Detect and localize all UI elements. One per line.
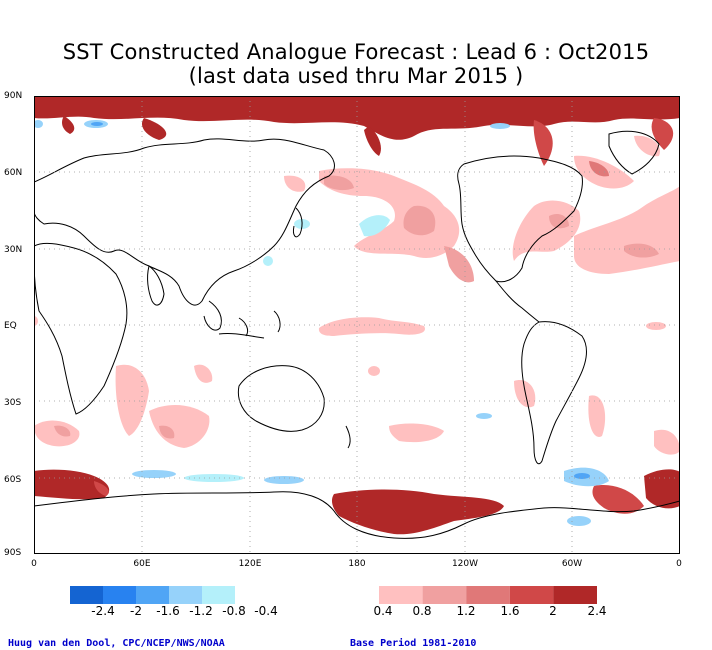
sst-anomaly-map [34, 96, 680, 554]
lon-label-60w: 60W [561, 559, 583, 569]
colorbar-swatch-positive [466, 586, 510, 604]
lat-label-30n: 30N [4, 245, 23, 255]
lat-label-90s: 90S [4, 548, 22, 558]
coastlines [34, 130, 680, 539]
lat-label-60n: 60N [4, 168, 23, 178]
colorbar-swatch-negative [70, 586, 103, 604]
lon-label-180: 180 [348, 559, 366, 569]
colorbar-label: -1.2 [189, 604, 213, 618]
arctic-cool-anomaly [34, 120, 510, 129]
colorbar-label: 0.4 [373, 604, 393, 618]
lon-label-120e: 120E [238, 559, 262, 569]
arctic-warm-anomaly [34, 96, 680, 166]
lon-label-0: 0 [31, 559, 37, 569]
southern-ocean-warm-anomaly [34, 469, 680, 535]
colorbar-label: 1.6 [500, 604, 520, 618]
chart-title: SST Constructed Analogue Forecast : Lead… [62, 40, 650, 64]
colorbar-swatch-positive [422, 586, 467, 604]
colorbar-label: 0.8 [412, 604, 432, 618]
lon-label-0-east: 0 [676, 559, 682, 569]
credit-text: Huug van den Dool, CPC/NCEP/NWS/NOAA [8, 638, 225, 649]
colorbar-label: 2.4 [587, 604, 607, 618]
southern-warm-anomaly [34, 364, 680, 455]
colorbar-swatch-positive [379, 586, 423, 604]
tropical-warm-anomaly [34, 316, 666, 376]
north-atlantic-warm-anomaly [512, 135, 680, 274]
lat-label-90n: 90N [4, 91, 23, 101]
colorbar-swatch-negative [169, 586, 202, 604]
colorbar-swatch-negative [202, 586, 235, 604]
lon-label-60e: 60E [133, 559, 151, 569]
base-period-text: Base Period 1981-2010 [350, 638, 477, 649]
colorbar-label: -0.4 [254, 604, 278, 618]
colorbar-positive [379, 586, 597, 604]
lat-label-eq: EQ [4, 321, 17, 331]
colorbar-swatch-positive [509, 586, 554, 604]
colorbar [70, 586, 597, 604]
colorbar-label: 2 [549, 604, 557, 618]
lon-label-120w: 120W [451, 559, 479, 569]
lat-label-60s: 60S [4, 475, 22, 485]
colorbar-label: -2 [130, 604, 142, 618]
colorbar-label: -2.4 [91, 604, 115, 618]
colorbar-swatch-negative [136, 586, 169, 604]
lat-label-30s: 30S [4, 398, 22, 408]
north-pacific-warm-anomaly [284, 168, 474, 283]
colorbar-swatch-negative [103, 586, 136, 604]
colorbar-swatch-positive [553, 586, 597, 604]
colorbar-negative [70, 586, 235, 604]
chart-subtitle: (last data used thru Mar 2015 ) [188, 64, 524, 88]
colorbar-label: 1.2 [456, 604, 476, 618]
colorbar-label: -1.6 [156, 604, 180, 618]
colorbar-label: -0.8 [222, 604, 246, 618]
